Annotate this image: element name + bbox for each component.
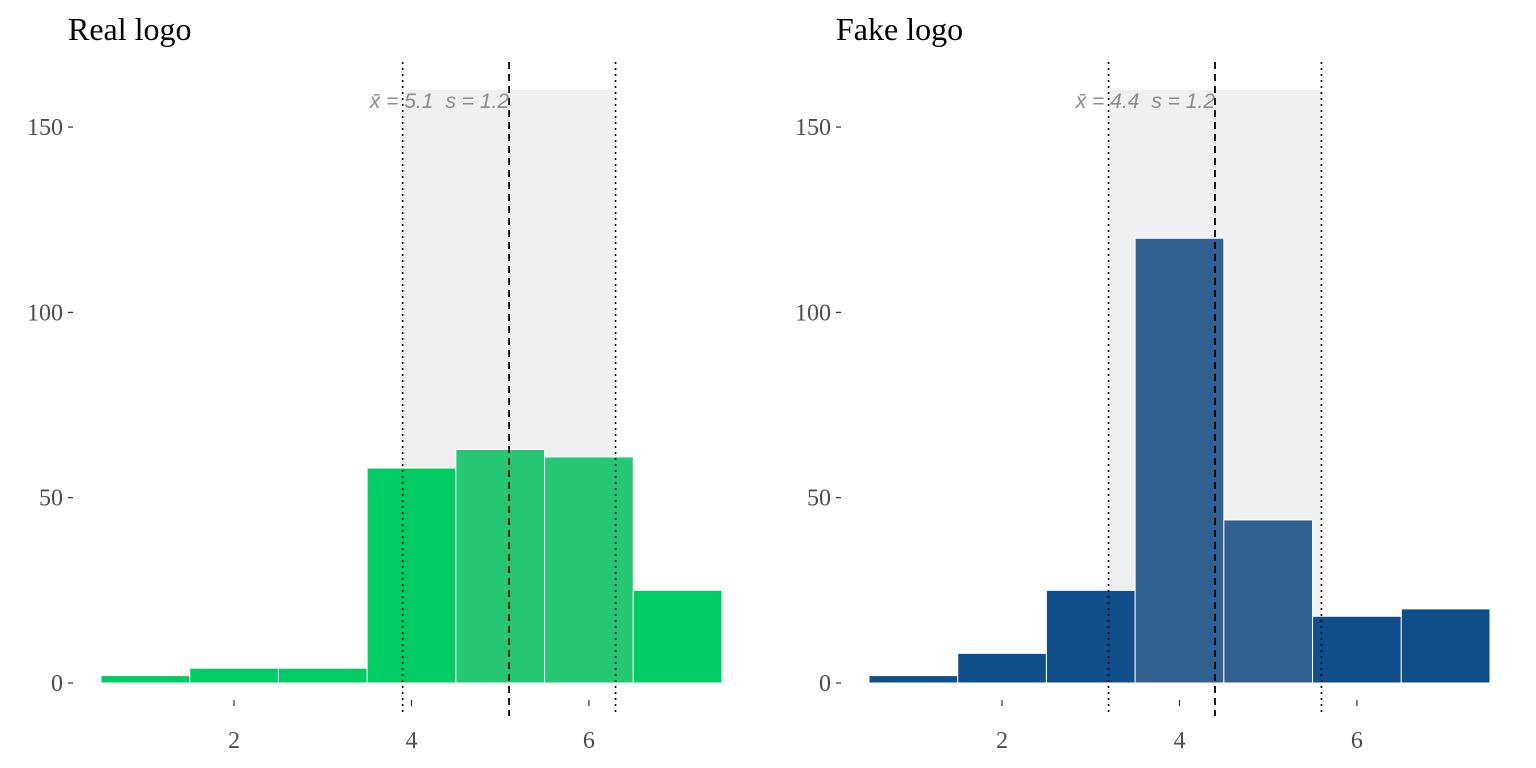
histogram-bar	[957, 652, 1047, 684]
y-tick-label: 0	[51, 671, 63, 697]
x-tick-label: 2	[996, 728, 1008, 754]
x-tick-label: 4	[1174, 728, 1186, 754]
histogram-bar	[366, 467, 457, 684]
histogram-bar	[277, 667, 368, 684]
x-tick-label: 6	[583, 728, 595, 754]
histogram-bar	[1400, 608, 1491, 684]
panel-title: Real logo	[68, 11, 192, 47]
sd-label: s = 1.2	[445, 90, 509, 113]
y-tick-label: 50	[807, 486, 831, 512]
x-tick-label: 4	[406, 728, 418, 754]
histogram-bar	[189, 667, 279, 684]
y-tick-label: 100	[27, 300, 63, 326]
stats-annotation: x̄ = 4.4 s = 1.2	[1075, 90, 1216, 113]
x-tick-label: 2	[228, 728, 240, 754]
stats-annotation: x̄ = 5.1 s = 1.2	[369, 90, 510, 113]
y-tick-label: 100	[795, 300, 831, 326]
y-tick-label: 50	[39, 486, 63, 512]
histogram-bar	[1223, 519, 1314, 684]
panel-title: Fake logo	[836, 11, 963, 47]
mean-label: x̄ = 5.1	[369, 90, 434, 113]
fake-logo-panel: x̄ = 4.4 s = 1.2 0 50 100 150 2 4 6 Fake logo	[795, 11, 1491, 754]
y-tick-label: 150	[795, 115, 831, 141]
histogram-bar	[455, 449, 546, 684]
sd-label: s = 1.2	[1151, 90, 1215, 113]
real-logo-panel: x̄ = 5.1 s = 1.2 0 50 100 150 2 4 6 Real logo	[27, 11, 723, 754]
histogram-bar	[632, 589, 723, 684]
histogram-bar	[1312, 615, 1402, 684]
x-tick-label: 6	[1351, 728, 1363, 754]
histogram-bar	[1134, 237, 1225, 684]
y-tick-label: 0	[819, 671, 831, 697]
histogram-bar	[100, 675, 191, 684]
histogram-bar	[544, 456, 634, 684]
histogram-bar	[868, 675, 959, 684]
histogram-bar	[1045, 589, 1136, 684]
y-tick-label: 150	[27, 115, 63, 141]
mean-label: x̄ = 4.4	[1075, 90, 1140, 113]
